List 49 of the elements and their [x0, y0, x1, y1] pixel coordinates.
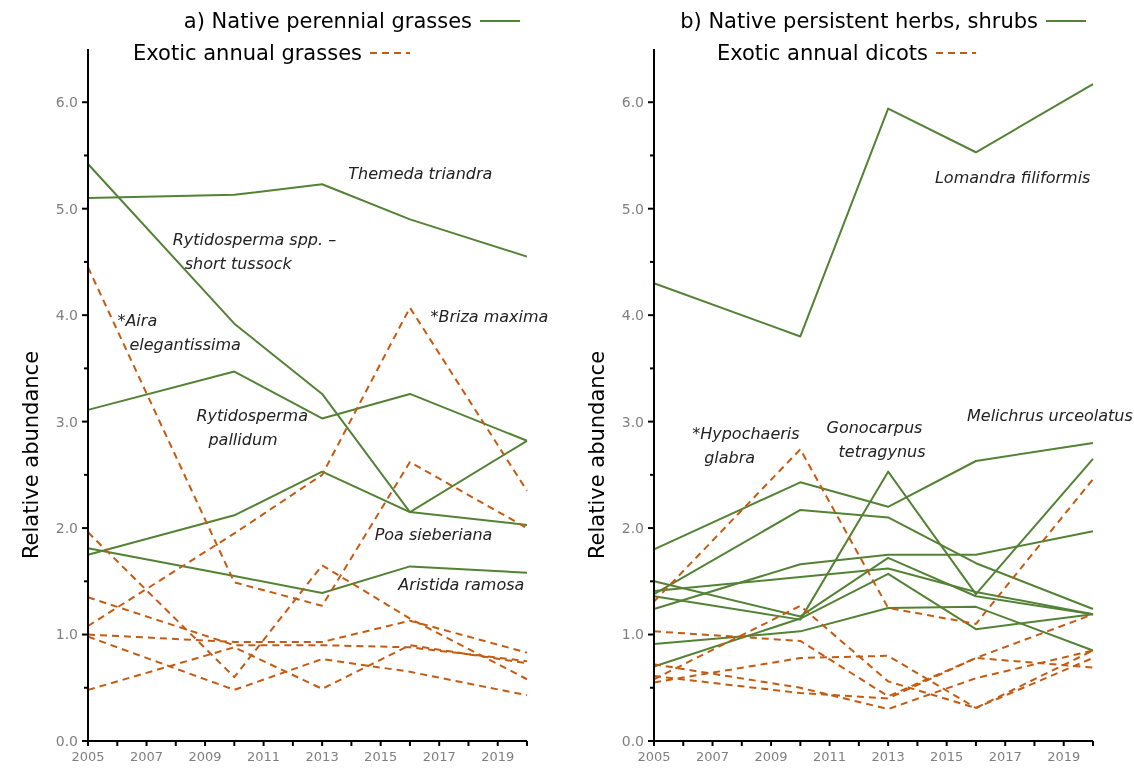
x-tick-label: 2013	[871, 749, 905, 764]
y-tick-label: 6.0	[621, 94, 644, 111]
y-tick-label: 4.0	[55, 307, 78, 324]
y-tick-label: 1.0	[55, 626, 78, 643]
y-tick-label: 4.0	[621, 307, 644, 324]
y-tick-label: 6.0	[55, 94, 78, 111]
annotation: Melichrus urceolatus	[967, 406, 1133, 426]
chart-title: a)	[183, 9, 205, 33]
x-tick-label: 2017	[988, 749, 1022, 764]
x-tick-label: 2015	[364, 749, 398, 764]
x-tick-label: 2005	[71, 749, 105, 764]
annotation: Rytidosperma pallidum	[196, 406, 308, 450]
x-tick-label: 2011	[247, 749, 281, 764]
annotation: *Aira elegantissima	[117, 310, 241, 354]
x-tick-label: 2017	[422, 749, 456, 764]
x-tick-label: 2015	[930, 749, 964, 764]
legend-label: Exotic annual grasses	[133, 41, 362, 65]
x-tick-label: 2007	[129, 749, 164, 764]
x-tick-label: 2005	[637, 749, 671, 764]
annotation: Rytidosperma spp. – short tussock	[172, 229, 337, 273]
y-tick-label: 0.0	[55, 732, 78, 749]
y-tick-label: 0.0	[621, 732, 644, 749]
x-tick-label: 2019	[1047, 749, 1081, 764]
annotation: Aristida ramosa	[397, 575, 525, 595]
x-tick-label: 2011	[813, 749, 847, 764]
x-tick-label: 2013	[305, 749, 339, 764]
annotation: Themeda triandra	[348, 164, 493, 184]
x-tick-label: 2009	[754, 749, 788, 764]
y-tick-label: 3.0	[55, 413, 78, 430]
y-tick-label: 1.0	[621, 626, 644, 643]
annotation: *Briza maxima	[430, 307, 549, 327]
annotation: *Hypochaeris glabra	[692, 423, 800, 467]
annotation: Lomandra filiformis	[934, 168, 1091, 188]
chart-title: b)	[680, 9, 702, 33]
legend-label: Native perennial grasses	[211, 9, 472, 33]
annotation: Poa sieberiana	[374, 524, 493, 544]
annotation: Gonocarpus tetragynus	[826, 418, 926, 462]
x-tick-label: 2007	[695, 749, 730, 764]
y-axis-title: Relative abundance	[19, 350, 43, 560]
y-tick-label: 2.0	[55, 519, 78, 536]
y-tick-label: 2.0	[621, 519, 644, 536]
x-tick-label: 2009	[188, 749, 222, 764]
y-axis-title: Relative abundance	[585, 350, 609, 560]
y-tick-label: 5.0	[55, 200, 78, 217]
y-tick-label: 3.0	[621, 413, 644, 430]
x-tick-label: 2019	[481, 749, 515, 764]
legend-label: Native persistent herbs, shrubs	[708, 9, 1038, 33]
legend-label: Exotic annual dicots	[716, 41, 928, 65]
y-tick-label: 5.0	[621, 200, 644, 217]
